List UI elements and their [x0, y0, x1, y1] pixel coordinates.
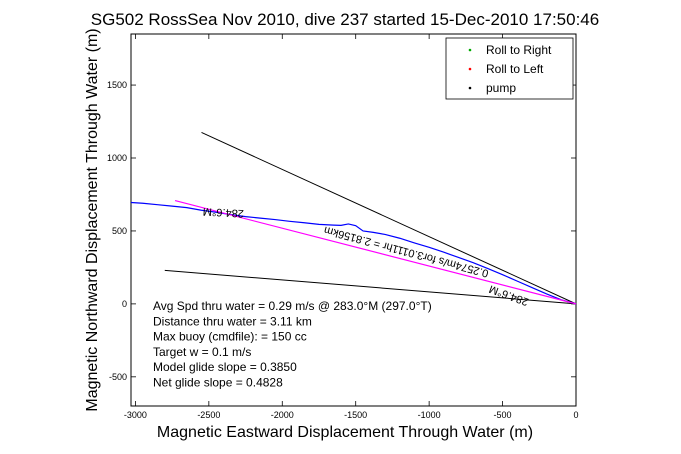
track-line [130, 201, 577, 305]
legend-box [445, 37, 574, 100]
x-axis-label: Magnetic Eastward Displacement Through W… [157, 424, 533, 441]
x-tick-label: 0 [573, 410, 578, 420]
axis-ticks: -3000 -2500 -2000 -1500 -1000 -500 0 -500 0 500 10… [107, 34, 579, 420]
stat-line: Target w = 0.1 m/s [153, 345, 251, 359]
stats-text: Avg Spd thru water = 0.29 m/s @ 283.0°M … [153, 299, 432, 390]
y-tick-label: 1000 [107, 153, 127, 163]
legend-label: Roll to Right [486, 43, 552, 57]
x-tick-label: -500 [494, 410, 512, 420]
x-tick-label: -1000 [418, 410, 441, 420]
y-tick-label: -500 [109, 372, 127, 382]
legend: Roll to Right Roll to Left pump [445, 37, 574, 100]
heading-reference-line [201, 132, 577, 305]
legend-label: Roll to Left [486, 62, 544, 76]
stat-line: Net glide slope = 0.4828 [153, 376, 283, 390]
y-tick-label: 500 [112, 226, 127, 236]
x-tick-label: -2500 [197, 410, 220, 420]
heading-reference-line [164, 269, 577, 305]
legend-marker [468, 86, 472, 90]
legend-marker [468, 48, 472, 52]
plot-annotation: 284.6°M [203, 205, 245, 219]
x-tick-label: -3000 [124, 410, 147, 420]
x-tick-label: -2000 [271, 410, 294, 420]
stat-line: Distance thru water = 3.11 km [153, 314, 312, 328]
y-tick-label: 0 [122, 299, 127, 309]
net-track-line [174, 200, 577, 305]
legend-label: pump [486, 81, 516, 95]
plot-series [130, 132, 577, 305]
x-tick-label: -1500 [344, 410, 367, 420]
stat-line: Avg Spd thru water = 0.29 m/s @ 283.0°M … [153, 299, 432, 313]
stat-line: Model glide slope = 0.3850 [153, 360, 297, 374]
y-axis-label: Magnetic Northward Displacement Through … [84, 28, 101, 411]
stat-line: Max buoy (cmdfile): = 150 cc [153, 330, 307, 344]
y-tick-label: 1500 [107, 80, 127, 90]
legend-marker [468, 67, 472, 71]
chart-title: SG502 RossSea Nov 2010, dive 237 started… [91, 10, 599, 29]
